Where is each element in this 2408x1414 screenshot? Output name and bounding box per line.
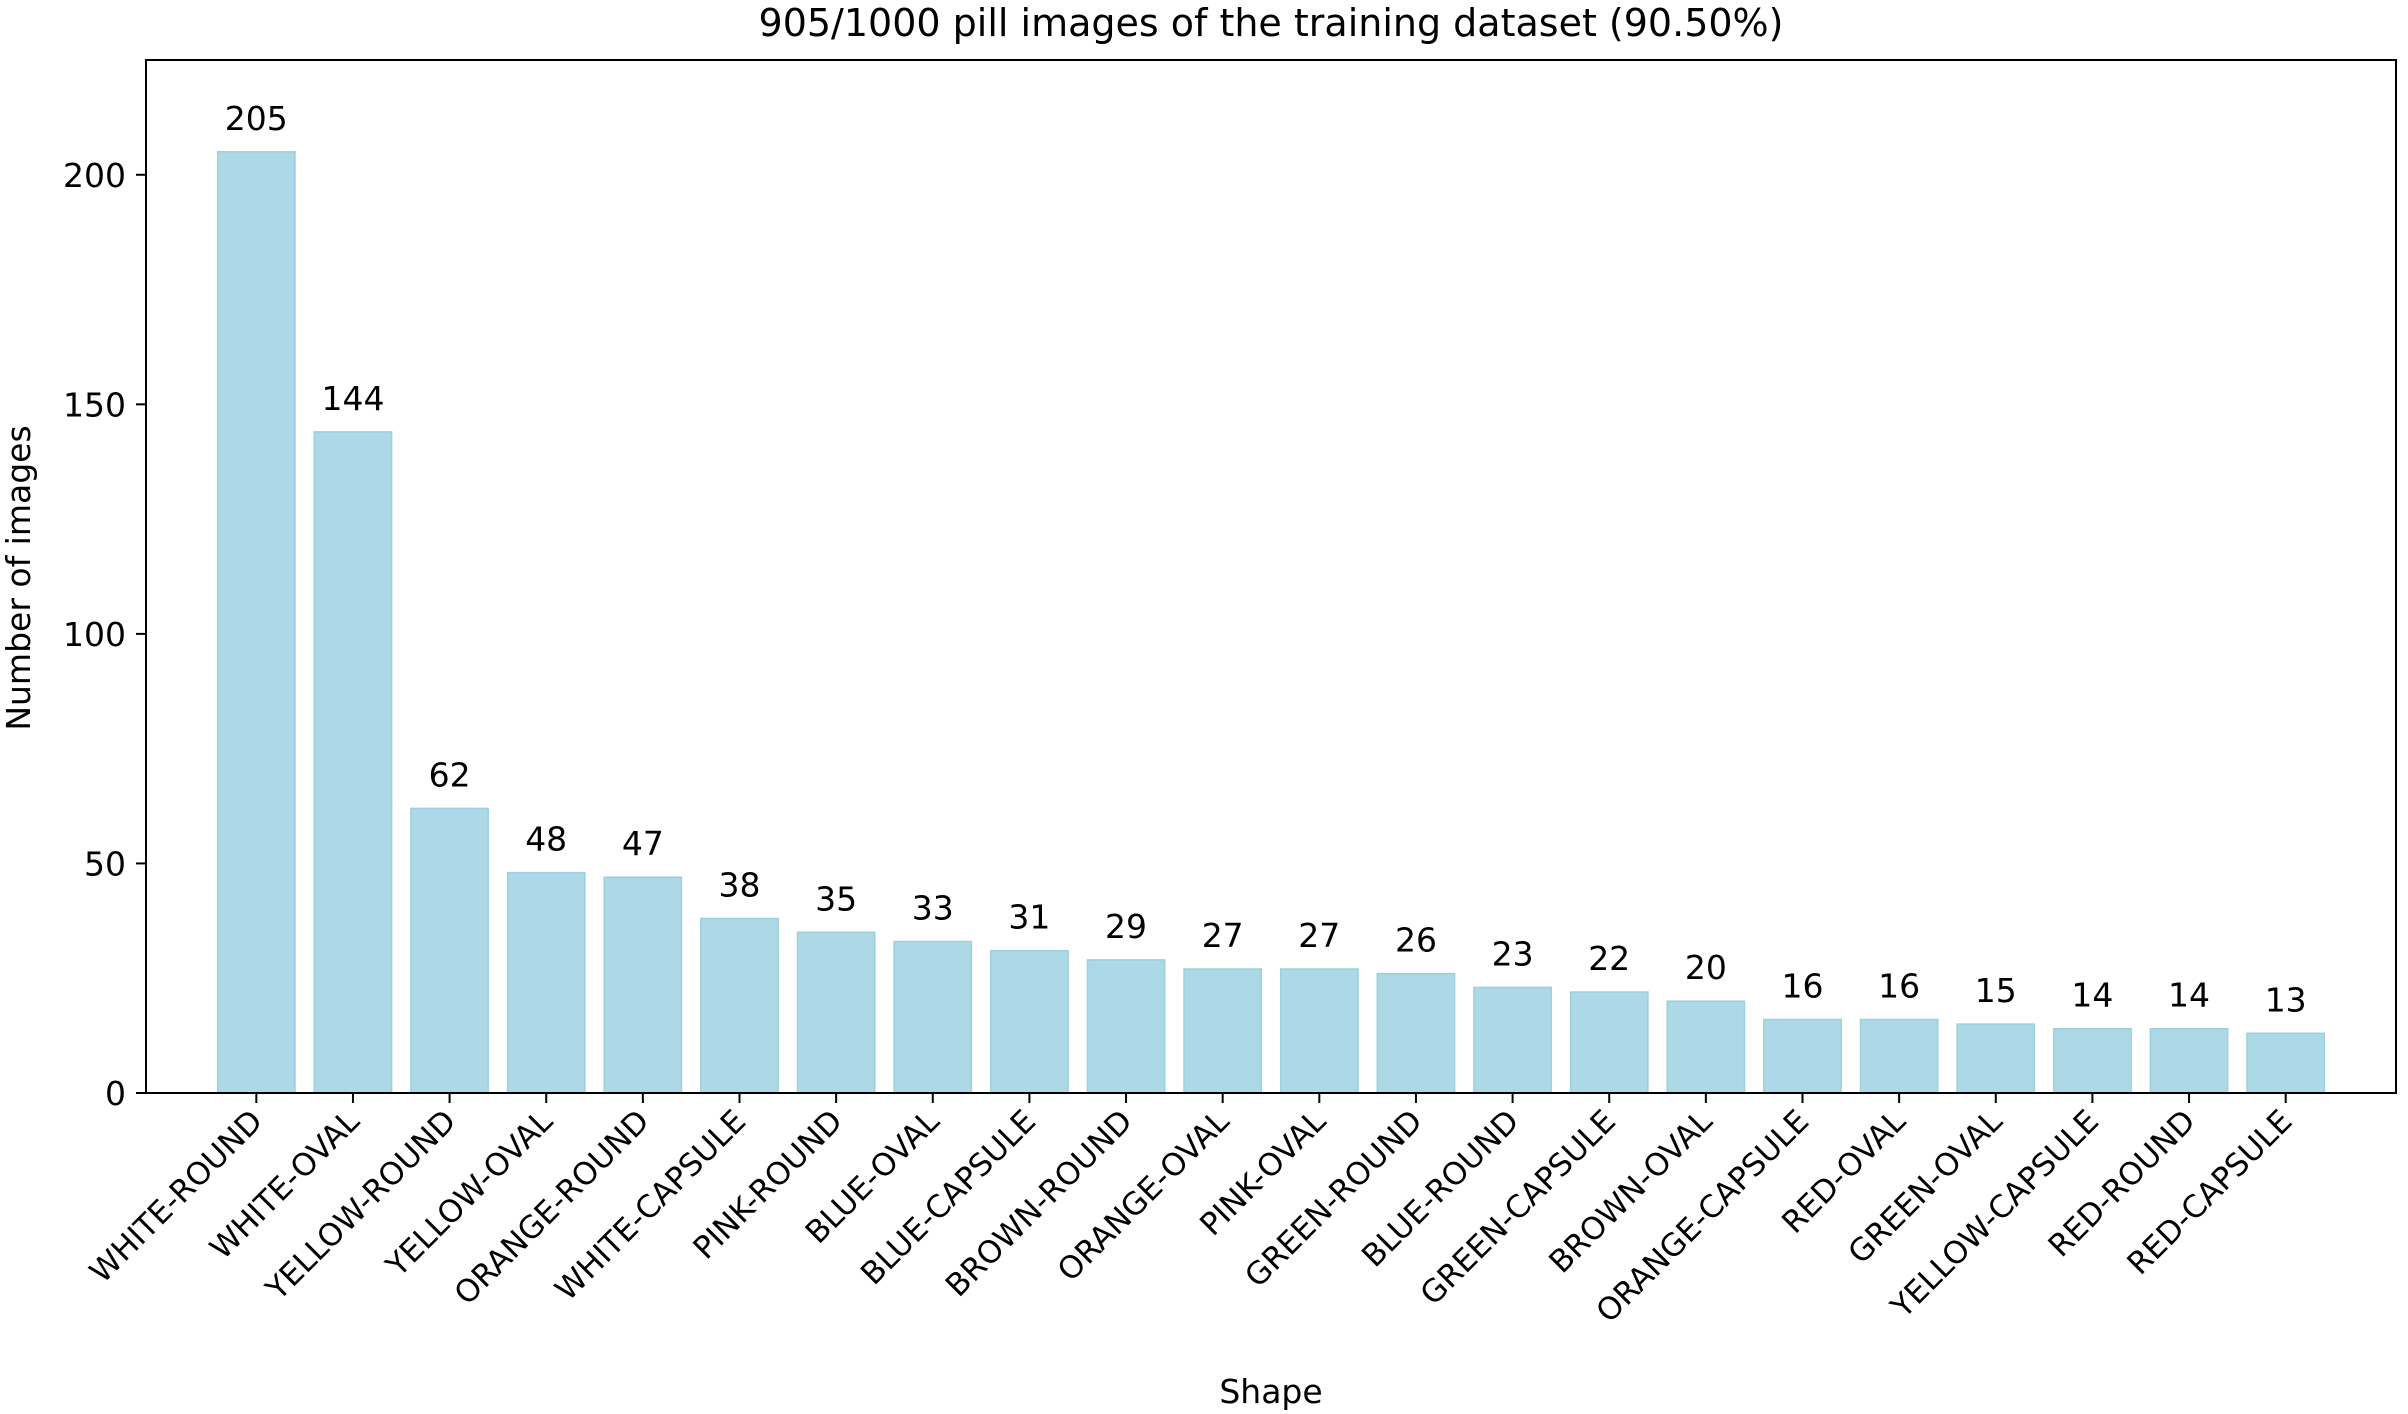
x-tick-label: GREEN-ROUND (1238, 1103, 1429, 1294)
bar-white-round (216, 151, 296, 1094)
bar-yellow-oval (506, 871, 586, 1094)
bar-yellow-round (410, 807, 489, 1094)
data-label: 144 (322, 379, 385, 418)
x-tick-label: ORANGE-OVAL (1051, 1103, 1237, 1289)
bars-layer (216, 151, 2326, 1094)
data-label: 13 (2265, 980, 2307, 1019)
data-label: 38 (719, 866, 761, 905)
bar-green-capsule (1569, 991, 1649, 1094)
data-label: 31 (1008, 898, 1050, 937)
data-label: 47 (622, 824, 664, 863)
bar-red-oval (1859, 1018, 1939, 1094)
data-label: 26 (1395, 921, 1437, 960)
data-label: 62 (429, 755, 471, 794)
data-label: 16 (1878, 967, 1920, 1006)
data-label: 27 (1202, 916, 1244, 955)
bar-red-capsule (2246, 1032, 2326, 1094)
y-tick-label: 150 (63, 385, 126, 424)
axes-layer: 050100150200WHITE-ROUNDWHITE-OVALYELLOW-… (63, 59, 2397, 1330)
plot-frame (145, 59, 2397, 1094)
bar-white-oval (313, 431, 393, 1094)
data-label: 20 (1685, 948, 1727, 987)
data-label: 205 (225, 99, 288, 138)
data-labels-layer: 205 144 62 48 47 38 35 33 31 29 27 27 26 23 22 20 16 16 15… (225, 99, 2307, 1019)
bar-pink-oval (1279, 968, 1359, 1094)
data-label: 35 (815, 879, 857, 918)
y-axis-label: Number of images (0, 425, 38, 730)
data-label: 22 (1588, 939, 1630, 978)
bar-brown-oval (1666, 1000, 1746, 1094)
data-label: 15 (1975, 971, 2017, 1010)
data-label: 48 (525, 820, 567, 859)
x-axis-label: Shape (1219, 1372, 1322, 1411)
x-tick-label: BROWN-OVAL (1542, 1103, 1720, 1281)
bar-orange-round (603, 876, 683, 1094)
bar-green-round (1376, 972, 1456, 1094)
bar-blue-oval (893, 940, 973, 1094)
x-tick-label: YELLOW-OVAL (379, 1103, 561, 1285)
bar-green-oval (1956, 1023, 2036, 1094)
x-tick-label: WHITE-ROUND (83, 1103, 270, 1290)
bar-brown-round (1086, 959, 1166, 1094)
bar-red-round (2149, 1027, 2229, 1094)
y-tick-label: 0 (105, 1074, 126, 1113)
bar-yellow-capsule (2053, 1027, 2132, 1094)
bar-white-capsule (700, 917, 779, 1094)
data-label: 27 (1298, 916, 1340, 955)
bar-blue-capsule (990, 949, 1069, 1094)
y-tick-label: 200 (63, 156, 126, 195)
x-tick-label: BLUE-CAPSULE (854, 1103, 1043, 1292)
data-label: 33 (912, 889, 954, 928)
bar-blue-round (1473, 986, 1552, 1094)
y-tick-label: 100 (63, 615, 126, 654)
bar-pink-round (796, 931, 876, 1094)
x-tick-label: RED-CAPSULE (2120, 1103, 2299, 1282)
bar-orange-oval (1183, 968, 1263, 1094)
data-label: 23 (1492, 934, 1534, 973)
y-tick-label: 50 (84, 844, 126, 883)
data-label: 29 (1105, 907, 1147, 946)
chart-title: 905/1000 pill images of the training dat… (759, 1, 1784, 45)
bar-orange-capsule (1763, 1018, 1842, 1094)
data-label: 14 (2168, 976, 2210, 1015)
data-label: 16 (1782, 967, 1824, 1006)
data-label: 14 (2071, 976, 2113, 1015)
